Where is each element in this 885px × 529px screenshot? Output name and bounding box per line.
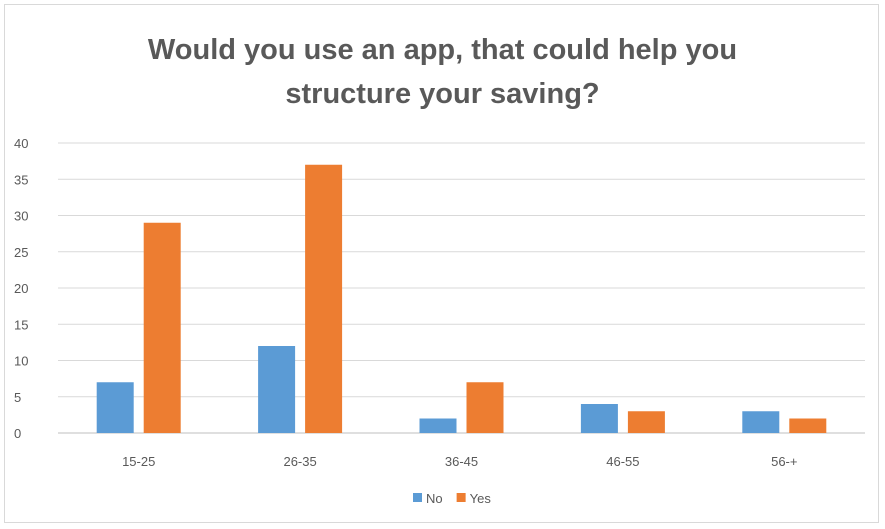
legend-label-yes: Yes [470,491,492,506]
legend-label-no: No [426,491,443,506]
y-tick-label: 5 [14,390,21,405]
bar-yes [627,411,665,433]
y-tick-label: 35 [14,172,28,187]
y-tick-label: 0 [14,426,21,441]
x-tick-label: 26-35 [283,454,316,469]
bar-yes [143,222,181,433]
y-tick-label: 10 [14,354,28,369]
legend-swatch-no [413,493,422,502]
chart-title-line-2: structure your saving? [285,78,600,110]
bar-no [742,411,780,433]
x-tick-label: 46-55 [606,454,639,469]
bar-no [580,404,618,433]
y-tick-label: 15 [14,317,28,332]
legend-swatch-yes [456,493,466,502]
y-tick-label: 25 [14,245,28,260]
bar-yes [305,164,343,433]
y-tick-label: 40 [14,136,28,151]
chart-title-line-1: Would you use an app, that could help yo… [147,34,738,66]
bar-yes [789,418,827,433]
bar-yes [466,382,504,433]
y-tick-label: 20 [14,281,28,296]
y-tick-label: 30 [14,209,28,224]
x-tick-label: 36-45 [445,454,478,469]
x-tick-label: 56-+ [771,454,797,469]
bar-no [258,346,296,433]
bar-no [419,418,457,433]
x-tick-label: 15-25 [122,454,155,469]
bar-no [96,382,134,433]
